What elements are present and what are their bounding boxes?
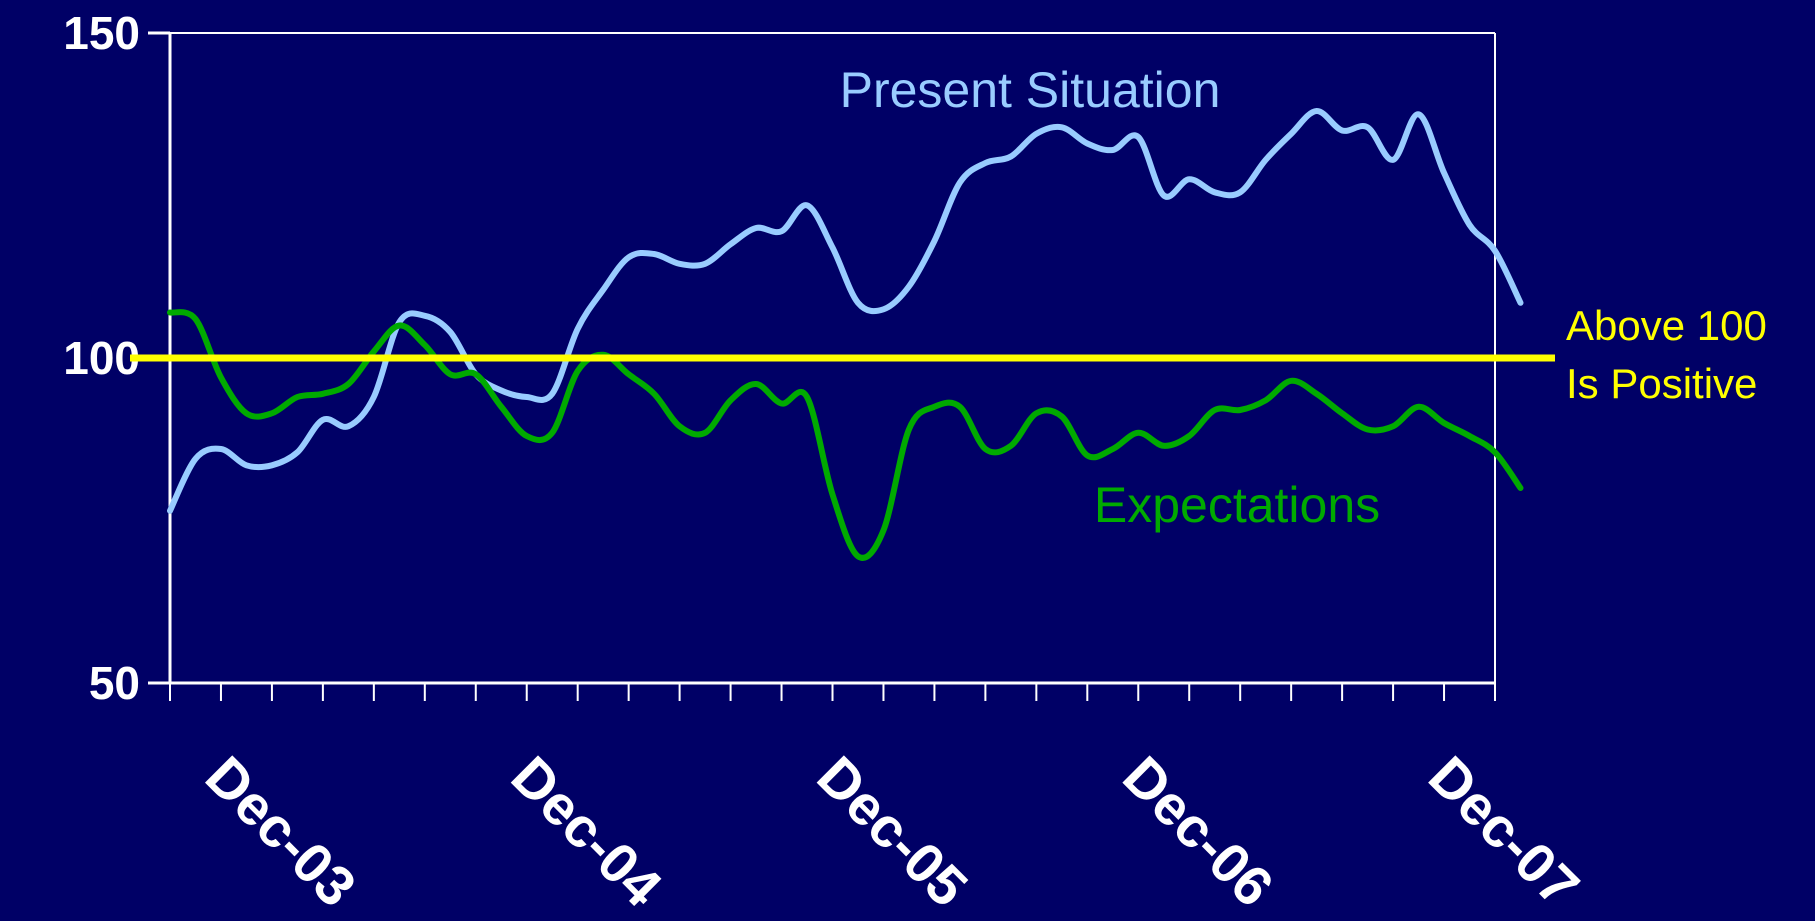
x-tick-label: Dec-03 bbox=[194, 744, 368, 918]
x-tick-label: Dec-06 bbox=[1111, 744, 1285, 918]
y-tick-label: 100 bbox=[63, 332, 140, 384]
present-situation-label: Present Situation bbox=[840, 62, 1221, 118]
x-tick-label: Dec-04 bbox=[500, 744, 674, 918]
y-tick-label: 150 bbox=[63, 7, 140, 59]
present-situation-line bbox=[167, 108, 1524, 514]
label-layer: Above 100 Is Positive Present Situation Exp… bbox=[840, 62, 1767, 533]
reference-label-line: Is Positive bbox=[1566, 360, 1757, 407]
x-tick-label: Dec-07 bbox=[1417, 744, 1591, 918]
reference-label-line: Above 100 bbox=[1566, 302, 1767, 349]
expectations-line bbox=[167, 309, 1524, 561]
series-layer bbox=[167, 108, 1524, 561]
x-tick-label: Dec-05 bbox=[805, 744, 979, 918]
expectations-label: Expectations bbox=[1094, 477, 1380, 533]
y-tick-label: 50 bbox=[89, 657, 140, 709]
